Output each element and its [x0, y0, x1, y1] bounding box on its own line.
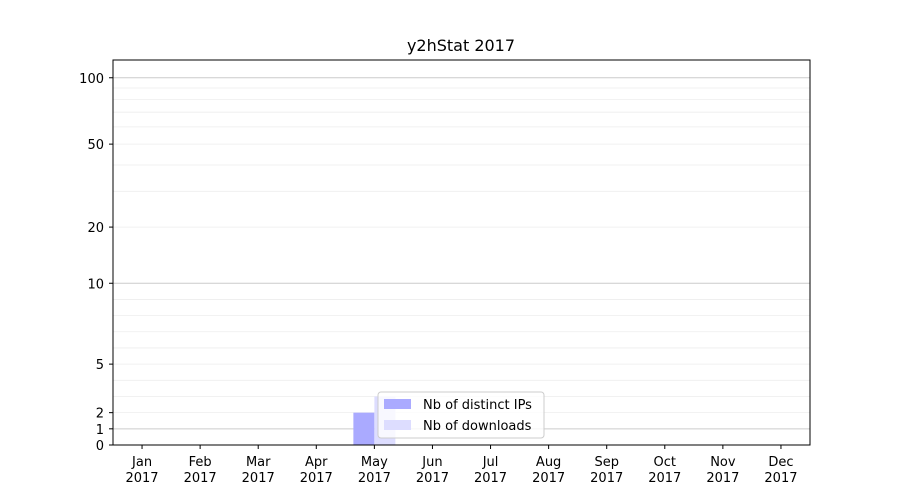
x-tick-label: 2017 [764, 471, 797, 486]
x-tick-label: 2017 [590, 471, 623, 486]
legend-label: Nb of distinct IPs [423, 398, 532, 413]
x-tick-label: 2017 [416, 471, 449, 486]
grid-lines [113, 77, 810, 430]
x-tick-label: 2017 [125, 471, 158, 486]
x-tick-label: Aug [536, 455, 561, 470]
x-tick-label: Jul [482, 455, 499, 470]
legend-swatch [384, 399, 411, 409]
x-tick-label: May [361, 455, 388, 470]
legend-swatch [384, 420, 411, 430]
x-tick-label: Oct [654, 455, 676, 470]
y-axis: 012 5 10 20 50 100 [79, 72, 113, 454]
y-tick-label: 100 [79, 72, 104, 87]
x-tick-label: Nov [710, 455, 736, 470]
x-tick-label: 2017 [300, 471, 333, 486]
x-tick-label: Dec [768, 455, 793, 470]
chart-title: y2hStat 2017 [407, 36, 515, 55]
bar [353, 412, 375, 445]
y-tick-label: 50 [87, 138, 104, 153]
x-tick-label: 2017 [184, 471, 217, 486]
legend: Nb of distinct IPs Nb of downloads [377, 391, 545, 439]
legend-label: Nb of downloads [423, 419, 532, 434]
y-tick-label: 20 [87, 221, 104, 236]
x-axis: Jan2017Feb2017Mar2017Apr2017May2017Jun20… [125, 445, 798, 486]
x-tick-label: Jan [131, 455, 152, 470]
x-tick-label: Mar [246, 455, 271, 470]
x-tick-label: 2017 [706, 471, 739, 486]
legend-box [377, 391, 545, 439]
y-tick-label: 10 [87, 277, 104, 292]
x-tick-label: 2017 [532, 471, 565, 486]
plot-frame [112, 59, 811, 446]
x-tick-label: Feb [189, 455, 212, 470]
y-tick-label: 5 [96, 358, 104, 373]
x-tick-label: Apr [305, 455, 328, 470]
x-tick-label: 2017 [648, 471, 681, 486]
y-tick-label: 2 [96, 407, 104, 422]
y-tick-label: 0 [96, 439, 104, 454]
x-tick-label: 2017 [242, 471, 275, 486]
y-tick-label: 1 [96, 423, 104, 438]
x-tick-label: 2017 [474, 471, 507, 486]
x-tick-label: Jun [421, 455, 442, 470]
x-tick-label: 2017 [358, 471, 391, 486]
x-tick-label: Sep [594, 455, 619, 470]
